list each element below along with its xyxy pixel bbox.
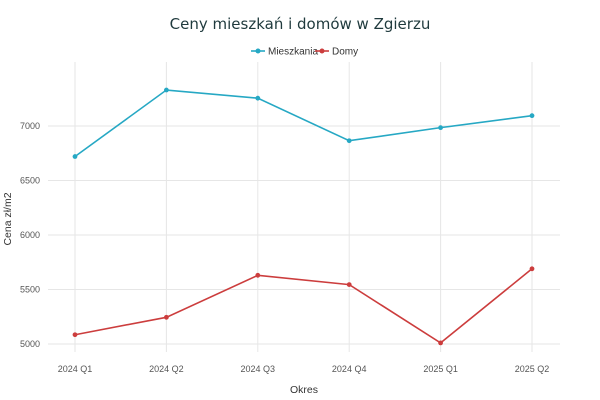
x-tick-label-2025-q2: 2025 Q2	[515, 364, 550, 374]
series-mieszkania	[72, 87, 535, 159]
x-tick-label-2024-q3: 2024 Q3	[241, 364, 276, 374]
data-point-domy-2024-q1[interactable]	[72, 332, 78, 338]
y-tick-label-7000: 7000	[20, 121, 40, 131]
legend-label-domy: Domy	[332, 47, 358, 58]
y-tick-label-5500: 5500	[20, 285, 40, 295]
data-point-domy-2024-q2[interactable]	[164, 314, 169, 320]
y-tick-label-6000: 6000	[20, 230, 40, 240]
x-tick-label-2025-q1: 2025 Q1	[423, 364, 458, 374]
data-point-mieszkania-2024-q3[interactable]	[255, 95, 261, 101]
data-point-mieszkania-2025-q1[interactable]	[438, 125, 443, 131]
data-point-mieszkania-2024-q1[interactable]	[72, 154, 78, 159]
legend-marker-mieszkania	[255, 48, 261, 54]
y-axis-ticks: 5000 5500 6000 6500 7000	[20, 121, 40, 349]
legend: Mieszkania Domy	[251, 47, 358, 58]
data-point-domy-2025-q1[interactable]	[438, 340, 443, 346]
series-line-mieszkania	[74, 89, 533, 158]
gridlines	[48, 62, 560, 352]
chart-title: Ceny mieszkań i domów w Zgierzu	[170, 15, 431, 33]
data-point-mieszkania-2024-q2[interactable]	[164, 87, 169, 93]
x-tick-label-2024-q4: 2024 Q4	[332, 364, 367, 374]
series-line-domy	[74, 268, 533, 344]
series-domy	[72, 266, 535, 346]
x-tick-label-2024-q1: 2024 Q1	[58, 364, 93, 374]
y-tick-label-5000: 5000	[20, 339, 40, 349]
data-point-domy-2025-q2[interactable]	[529, 266, 535, 272]
x-tick-label-2024-q2: 2024 Q2	[149, 364, 184, 374]
x-axis-title: Okres	[290, 384, 318, 396]
plot-area	[72, 87, 535, 346]
data-point-mieszkania-2025-q2[interactable]	[529, 113, 535, 119]
data-point-mieszkania-2024-q4[interactable]	[346, 138, 352, 144]
legend-item-domy[interactable]: Domy	[315, 47, 358, 58]
x-axis-ticks: 2024 Q1 2024 Q2 2024 Q3 2024 Q4 2025 Q1 2025 …	[58, 364, 550, 374]
data-point-domy-2024-q3[interactable]	[255, 272, 261, 278]
legend-label-mieszkania: Mieszkania	[268, 47, 318, 58]
y-axis-title: Cena zł/m2	[2, 192, 14, 245]
y-tick-label-6500: 6500	[20, 176, 40, 186]
data-point-domy-2024-q4[interactable]	[346, 282, 352, 287]
legend-item-mieszkania[interactable]: Mieszkania	[251, 47, 318, 58]
legend-marker-domy	[319, 48, 325, 54]
